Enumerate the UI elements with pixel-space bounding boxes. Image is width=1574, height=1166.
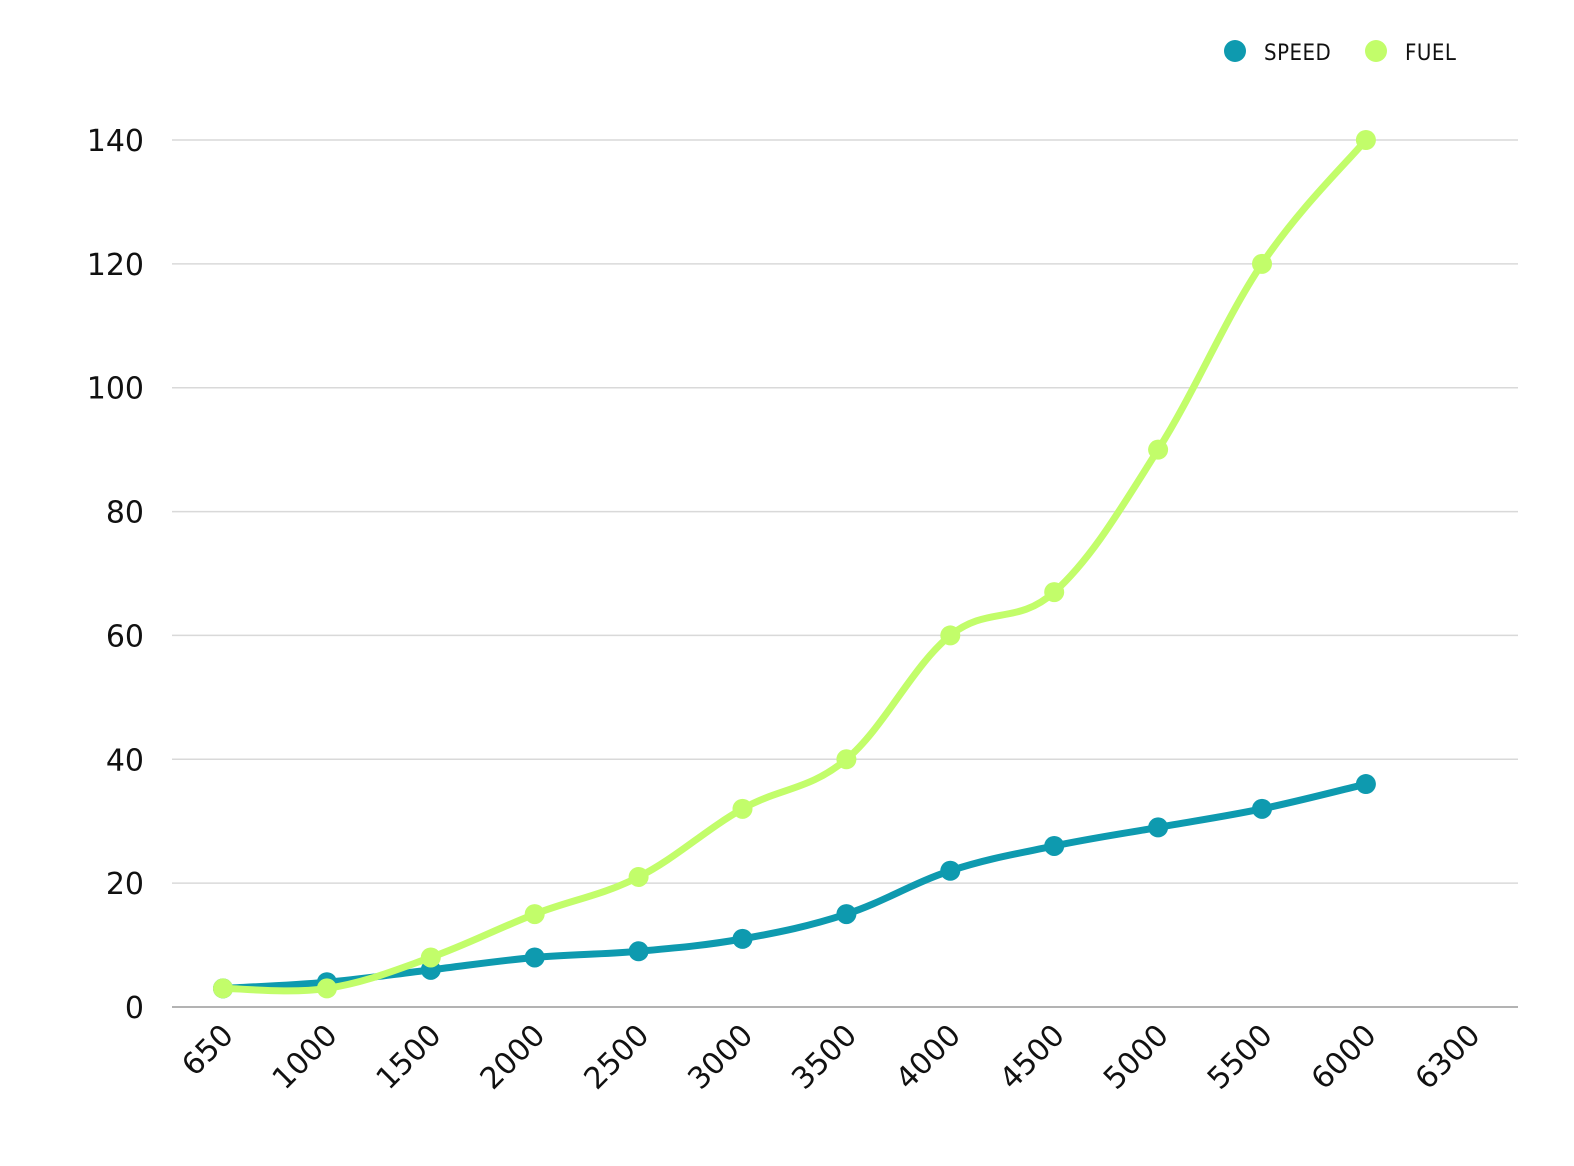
series-line-speed bbox=[219, 780, 1370, 992]
x-tick-label: 4500 bbox=[993, 1018, 1072, 1097]
data-point-fuel bbox=[1252, 253, 1272, 274]
data-point-speed bbox=[1252, 798, 1272, 819]
x-tick-label: 650 bbox=[175, 1018, 240, 1083]
data-point-speed bbox=[524, 947, 545, 968]
y-tick-label: 40 bbox=[106, 743, 144, 778]
data-point-speed bbox=[732, 928, 753, 949]
data-point-fuel bbox=[732, 798, 753, 819]
legend-marker bbox=[1224, 40, 1246, 62]
data-point-fuel bbox=[316, 978, 337, 999]
data-point-speed bbox=[836, 904, 857, 925]
x-tick-label: 2000 bbox=[474, 1018, 553, 1097]
y-tick-label: 140 bbox=[87, 124, 144, 159]
data-point-speed bbox=[1355, 774, 1376, 795]
data-point-fuel bbox=[1044, 582, 1065, 603]
x-tick-label: 6300 bbox=[1409, 1018, 1488, 1097]
legend-item-fuel: FUEL bbox=[1365, 40, 1456, 66]
series-group bbox=[213, 130, 1376, 999]
x-tick-label: 1500 bbox=[370, 1018, 449, 1097]
x-tick-label: 4000 bbox=[889, 1018, 968, 1097]
x-tick-label: 5000 bbox=[1097, 1018, 1176, 1097]
y-tick-label: 80 bbox=[106, 496, 144, 531]
x-tick-label: 6000 bbox=[1305, 1018, 1384, 1097]
legend: SPEED FUEL bbox=[1224, 40, 1456, 66]
y-tick-label: 100 bbox=[87, 372, 144, 407]
x-tick-label: 1000 bbox=[266, 1018, 345, 1097]
data-point-fuel bbox=[1148, 439, 1169, 460]
grid-lines bbox=[172, 139, 1518, 1008]
x-axis-ticks: 650 1000 1500 2000 2500 3000 3500 4000 4500 5000 5… bbox=[175, 1018, 1487, 1097]
y-axis-ticks: 0 20 40 60 80 100 120 140 bbox=[87, 124, 144, 1026]
data-point-speed bbox=[628, 941, 649, 962]
x-tick-label: 3000 bbox=[681, 1018, 760, 1097]
data-point-fuel bbox=[420, 947, 441, 968]
series-line-fuel bbox=[219, 136, 1370, 995]
data-point-fuel bbox=[1355, 130, 1376, 150]
y-tick-label: 60 bbox=[106, 619, 144, 654]
data-point-fuel bbox=[524, 904, 545, 925]
x-tick-label: 3500 bbox=[785, 1018, 864, 1097]
series-speed bbox=[213, 774, 1376, 999]
x-tick-label: 5500 bbox=[1201, 1018, 1280, 1097]
data-point-speed bbox=[1044, 835, 1065, 856]
data-point-speed bbox=[940, 860, 961, 881]
y-tick-label: 20 bbox=[106, 867, 144, 902]
y-tick-label: 0 bbox=[125, 991, 144, 1026]
data-point-fuel bbox=[836, 749, 857, 770]
data-point-fuel bbox=[628, 866, 649, 887]
data-point-fuel bbox=[213, 978, 233, 999]
data-point-speed bbox=[1148, 817, 1169, 838]
data-point-fuel bbox=[940, 625, 961, 646]
legend-label: SPEED bbox=[1264, 41, 1331, 66]
legend-marker bbox=[1365, 40, 1387, 62]
y-tick-label: 120 bbox=[87, 248, 144, 283]
series-fuel bbox=[213, 130, 1376, 999]
x-tick-label: 2500 bbox=[578, 1018, 657, 1097]
legend-label: FUEL bbox=[1405, 41, 1456, 66]
legend-item-speed: SPEED bbox=[1224, 40, 1331, 66]
